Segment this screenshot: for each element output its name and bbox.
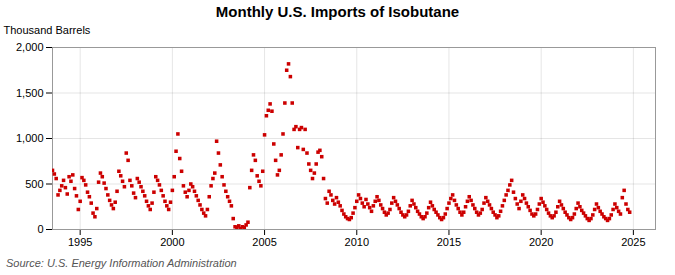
svg-text:2010: 2010 — [345, 236, 369, 248]
svg-text:2,000: 2,000 — [16, 41, 44, 53]
html-text:Monthly U.S. Imports of Isobut: Monthly U.S. Imports of Isobutane — [215, 3, 460, 20]
svg-text:1995: 1995 — [68, 236, 92, 248]
svg-text:1,000: 1,000 — [16, 132, 44, 144]
svg-text:2000: 2000 — [160, 236, 184, 248]
svg-text:Thousand Barrels: Thousand Barrels — [4, 24, 91, 36]
svg-text:0: 0 — [37, 223, 43, 235]
svg-text:500: 500 — [25, 178, 43, 190]
svg-text:2020: 2020 — [529, 236, 553, 248]
svg-text:2025: 2025 — [621, 236, 645, 248]
svg-text:2015: 2015 — [437, 236, 461, 248]
svg-text:2005: 2005 — [252, 236, 276, 248]
svg-text:1,500: 1,500 — [16, 87, 44, 99]
html-text:Source: U.S. Energy Informatio: Source: U.S. Energy Information Administ… — [6, 257, 237, 269]
